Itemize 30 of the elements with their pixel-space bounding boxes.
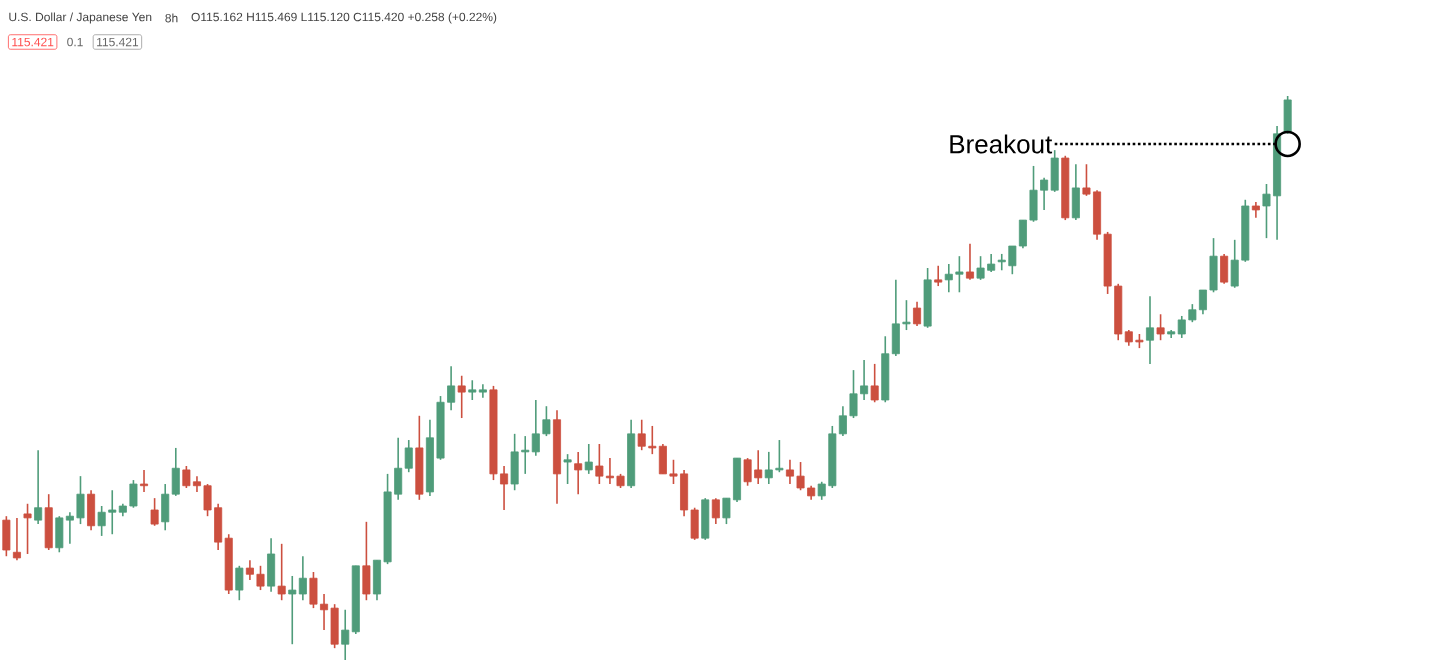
candlestick <box>12 517 21 561</box>
candlestick <box>913 301 922 327</box>
candlestick <box>1146 295 1154 365</box>
candlestick <box>1220 253 1229 285</box>
candlestick <box>44 493 53 551</box>
candlestick <box>711 497 720 525</box>
ref-line-label: Breakout <box>950 134 1053 154</box>
candlestick <box>584 443 593 475</box>
candlestick <box>267 537 276 593</box>
candlestick <box>34 449 43 525</box>
candlestick <box>563 453 572 485</box>
candlestick <box>277 543 286 602</box>
candlestick <box>87 489 96 532</box>
candlestick <box>140 469 149 493</box>
candlestick <box>2 515 11 558</box>
candlestick <box>934 264 943 287</box>
candlestick <box>23 502 32 555</box>
candlestick <box>1283 95 1292 135</box>
candlestick <box>235 565 244 602</box>
candlestick <box>362 521 371 602</box>
candlestick <box>415 414 424 501</box>
candlestick <box>1071 163 1080 221</box>
candlestick <box>870 363 879 404</box>
candlestick <box>701 497 710 541</box>
candlestick <box>457 374 466 419</box>
candlestick <box>965 242 974 281</box>
candlestick <box>574 451 583 495</box>
candlestick <box>1156 313 1165 342</box>
candlestick <box>923 267 932 329</box>
candlestick <box>150 497 159 527</box>
